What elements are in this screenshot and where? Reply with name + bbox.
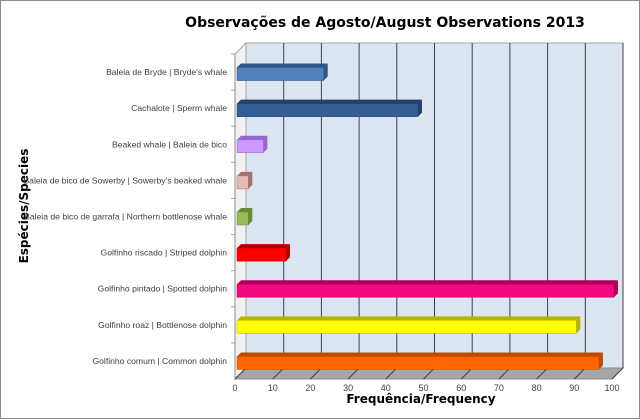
category-label: Cachalote | Sperm whale	[131, 103, 227, 113]
category-label: Baleia de bico de garrafa | Northern bot…	[24, 212, 227, 222]
floor-gridline	[460, 367, 473, 380]
bar-top	[237, 280, 618, 285]
floor-gridline	[611, 367, 624, 380]
bar-end	[263, 135, 268, 153]
x-tick-label: 60	[456, 383, 466, 393]
bar-top	[237, 63, 328, 68]
category-label: Golfinho comum | Common dolphin	[92, 356, 227, 366]
category-label: Golfinho riscado | Striped dolphin	[101, 248, 228, 258]
floor-gridline	[536, 367, 548, 380]
bar-end	[417, 99, 422, 117]
bar-end	[286, 244, 291, 262]
bar-end	[323, 63, 328, 81]
floor-gridline	[347, 367, 360, 380]
bar-top	[237, 99, 422, 104]
x-tick-label: 0	[232, 383, 237, 393]
floor-gridline	[272, 367, 285, 380]
bar	[236, 320, 577, 334]
floor-gridline	[573, 367, 586, 380]
bar-end	[614, 280, 618, 298]
bar	[236, 247, 287, 262]
x-tick-label: 50	[418, 383, 428, 393]
category-label: Golfinho roaz | Bottlenose dolphin	[98, 320, 227, 330]
bar	[236, 211, 249, 226]
floor-gridline	[234, 367, 247, 380]
bar-end	[248, 171, 253, 189]
floor-gridline	[498, 367, 511, 380]
category-label: Baleia de Bryde | Bryde's whale	[106, 67, 227, 77]
floor-gridline	[385, 367, 398, 380]
bar-top	[237, 171, 253, 176]
bar	[236, 103, 419, 117]
bar	[236, 67, 324, 81]
category-label: Beaked whale | Baleia de bico	[112, 139, 227, 149]
bar	[236, 175, 249, 190]
chart-title: Observações de Agosto/August Observation…	[185, 15, 585, 31]
bar	[236, 283, 615, 298]
floor-gridline	[423, 367, 435, 380]
bar	[236, 139, 264, 154]
bar	[236, 356, 600, 370]
bar-top	[237, 208, 253, 212]
x-tick-label: 10	[268, 383, 278, 393]
bar-top	[237, 135, 268, 140]
x-tick-label: 100	[604, 383, 619, 393]
bar-top	[237, 352, 603, 357]
x-tick-label: 30	[343, 383, 353, 393]
x-tick-label: 70	[494, 383, 504, 393]
category-label: Golfinho pintado | Spotted dolphin	[98, 284, 228, 294]
bar-end	[248, 208, 253, 225]
x-tick-label: 40	[381, 383, 391, 393]
bar-top	[237, 244, 291, 249]
bar-end	[576, 316, 581, 334]
x-tick-label: 20	[305, 383, 315, 393]
x-axis-title: Frequência/Frequency	[346, 392, 495, 406]
x-tick-label: 80	[532, 383, 542, 393]
bar-end	[598, 352, 603, 370]
bar-top	[237, 316, 581, 321]
x-tick-label: 90	[569, 383, 579, 393]
y-axis-title: Espécies/Species	[17, 149, 31, 264]
category-label: Baleia de bico de Sowerby | Sowerby's be…	[23, 175, 227, 185]
floor-gridline	[310, 367, 322, 380]
